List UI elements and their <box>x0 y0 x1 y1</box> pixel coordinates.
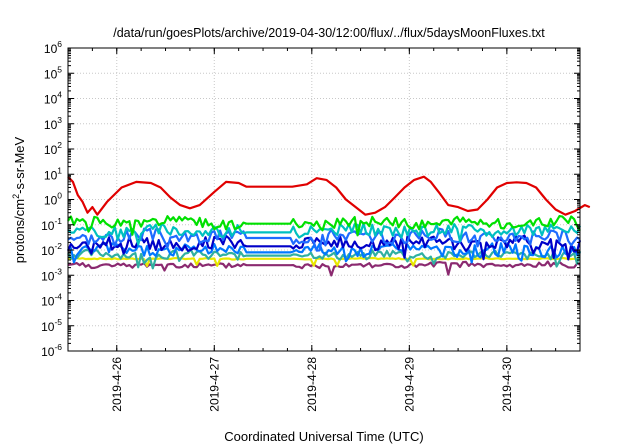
y-tick-label: 10-4 <box>41 292 62 309</box>
y-tick-label: 104 <box>44 90 62 107</box>
y-axis: 10-6 10-5 10-4 10-3 10-2 10-1 100 101 102 103 104 1… <box>41 39 580 359</box>
y-axis-label-sup: 2 <box>11 194 21 199</box>
series-line <box>67 256 581 267</box>
y-axis-label: protons/cm2-s-sr-MeV <box>11 136 27 263</box>
x-axis-label: Coordinated Universal Time (UTC) <box>224 429 423 444</box>
x-tick-label: 2019-4-27 <box>207 357 221 412</box>
y-tick-label: 102 <box>44 140 62 157</box>
x-tick-label: 2019-4-30 <box>500 357 514 412</box>
y-tick-label: 106 <box>44 39 62 56</box>
chart-title: /data/run/goesPlots/archive/2019-04-30/1… <box>113 26 545 40</box>
x-axis: 2019-4-26 2019-4-27 2019-4-28 2019-4-29 2019… <box>91 48 557 412</box>
y-tick-label: 10-1 <box>41 216 62 233</box>
y-tick-label: 101 <box>44 165 62 182</box>
y-tick-label: 10-5 <box>41 317 62 334</box>
x-tick-label: 2019-4-26 <box>110 357 124 412</box>
x-tick-label: 2019-4-29 <box>402 357 416 412</box>
y-axis-label-pre: protons/cm <box>12 199 27 263</box>
y-tick-label: 10-6 <box>41 342 62 359</box>
series-line <box>67 227 581 252</box>
y-tick-label: 105 <box>44 64 62 81</box>
y-tick-label: 103 <box>44 115 62 132</box>
y-tick-label: 10-3 <box>41 266 62 283</box>
data-series-group <box>66 175 591 277</box>
series-line <box>67 242 581 264</box>
series-line <box>67 215 581 237</box>
grid-lines <box>68 48 580 351</box>
x-tick-label: 2019-4-28 <box>305 357 319 412</box>
series-line <box>67 175 591 216</box>
y-tick-label: 10-2 <box>41 241 62 258</box>
y-axis-label-post: -s-sr-MeV <box>12 136 27 193</box>
y-tick-label: 100 <box>44 191 62 208</box>
